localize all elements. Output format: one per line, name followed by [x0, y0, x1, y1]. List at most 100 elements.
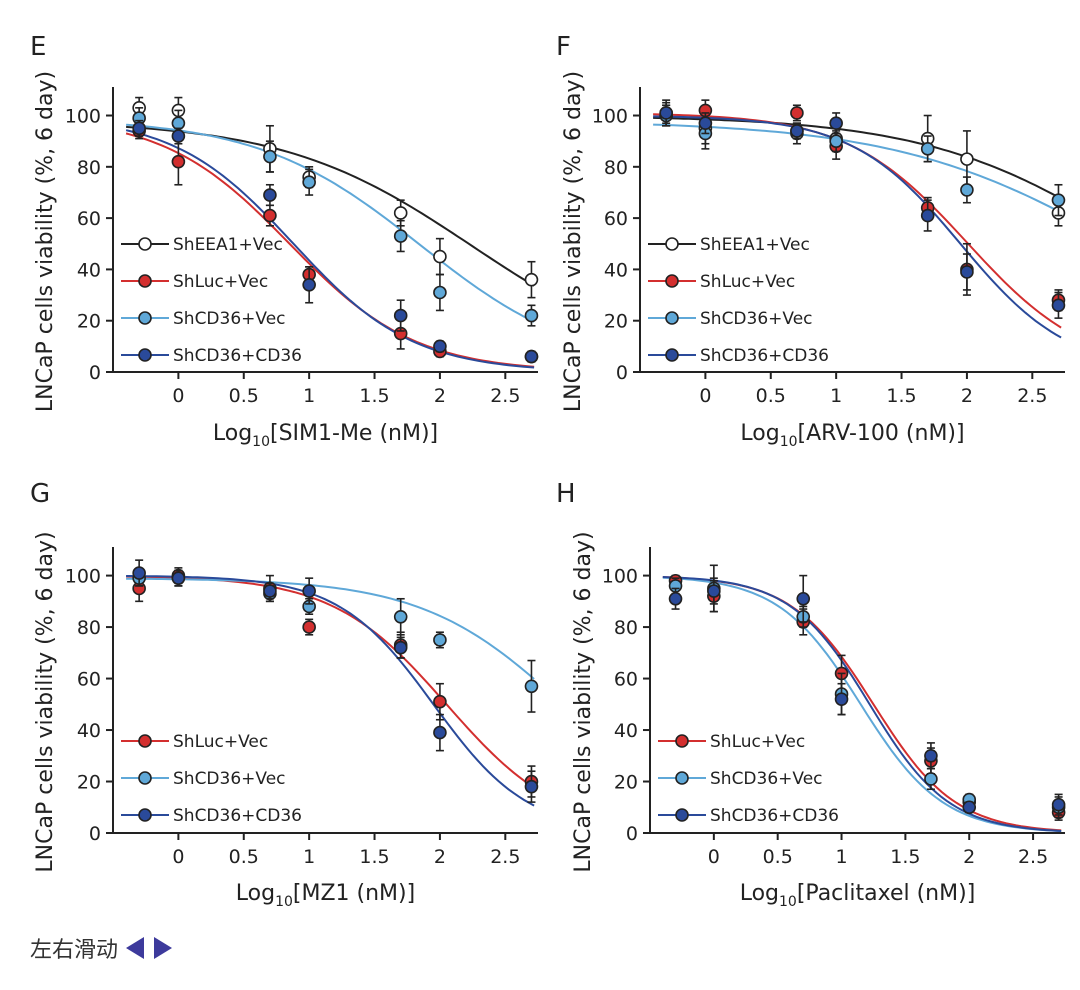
legend-marker — [138, 808, 152, 822]
x-tick-label: 0 — [172, 846, 184, 868]
legend-marker — [138, 237, 152, 251]
y-tick-label: 80 — [77, 157, 101, 179]
data-point-shcd36-cd36 — [834, 692, 849, 706]
y-axis-label: LNCaP cells viability (%, 6 day) — [561, 71, 586, 412]
y-tick-label: 80 — [604, 157, 628, 179]
y-tick-label: 20 — [614, 772, 638, 794]
y-tick-label: 40 — [77, 259, 101, 281]
data-point-shcd36-cd36 — [790, 124, 804, 138]
data-point-shluc-vec — [302, 620, 316, 634]
panel-letter: H — [556, 479, 576, 509]
x-tick-label: 2 — [963, 846, 975, 868]
fit-curve-shcd36-cd36 — [126, 575, 535, 807]
data-point-shcd36-cd36 — [171, 129, 186, 143]
data-point-shcd36-cd36 — [393, 308, 408, 323]
data-point-shcd36-vec — [524, 679, 539, 694]
legend-label: ShCD36+CD36 — [700, 346, 829, 366]
x-axis-label-rest: [SIM1-Me (nM)] — [270, 421, 438, 446]
x-tick-label: 2.5 — [1017, 385, 1047, 407]
y-tick-label: 80 — [77, 617, 101, 639]
triangle-right-icon[interactable] — [152, 935, 174, 961]
x-tick-label: 1.5 — [890, 846, 920, 868]
y-tick-label: 20 — [604, 311, 628, 333]
y-tick-label: 40 — [614, 720, 638, 742]
x-tick-label: 2 — [434, 385, 446, 407]
y-tick-label: 80 — [614, 617, 638, 639]
chart-panel-g: G 0 20 40 60 80 100 0 0.5 1 1.5 2 2.5 LNCaP cells via… — [30, 479, 539, 910]
y-tick-label: 0 — [616, 362, 628, 384]
legend-label: ShLuc+Vec — [710, 732, 805, 752]
chart-panel-f: F 0 20 40 60 80 100 0 0.5 1 1.5 2 2.5 LNCaP cells via… — [556, 32, 1066, 450]
x-tick-label: 1 — [830, 385, 842, 407]
x-axis-label-log: Log — [740, 881, 779, 906]
data-point-shcd36-vec — [920, 142, 935, 156]
data-point-sheea1-vec — [433, 249, 447, 264]
legend-marker — [138, 348, 152, 362]
y-tick-label: 60 — [77, 669, 101, 691]
data-point-shcd36-cd36 — [698, 116, 713, 131]
data-point-shcd36-cd36 — [960, 265, 974, 279]
x-tick-label: 0.5 — [763, 846, 793, 868]
y-tick-label: 0 — [626, 823, 638, 845]
data-point-shcd36-cd36 — [920, 208, 935, 223]
data-point-shcd36-vec — [171, 116, 186, 131]
x-axis-label-sub: 10 — [252, 434, 270, 450]
y-tick-label: 100 — [65, 566, 101, 588]
x-axis-label-rest: [MZ1 (nM)] — [293, 881, 415, 906]
legend-label: ShLuc+Vec — [700, 272, 795, 292]
data-point-shcd36-vec — [960, 183, 974, 197]
x-tick-label: 1 — [835, 846, 847, 868]
y-tick-label: 100 — [65, 106, 101, 128]
legend-label: ShCD36+CD36 — [173, 806, 302, 826]
y-tick-label: 100 — [592, 106, 628, 128]
x-tick-label: 1 — [303, 846, 315, 868]
legend-marker — [138, 311, 152, 325]
data-point-shcd36-vec — [302, 175, 316, 190]
x-tick-label: 0.5 — [229, 385, 259, 407]
data-point-shcd36-cd36 — [302, 584, 316, 598]
x-tick-label: 1.5 — [359, 385, 389, 407]
data-point-shcd36-cd36 — [524, 349, 539, 364]
legend-marker — [138, 734, 152, 748]
scroll-hint-bar: 左右滑动 — [30, 930, 174, 966]
x-axis-label: Log10[SIM1-Me (nM)] — [213, 421, 438, 450]
y-tick-label: 60 — [77, 208, 101, 230]
data-point-shcd36-cd36 — [302, 277, 316, 292]
x-axis-label-sub: 10 — [779, 894, 797, 910]
legend-label: ShCD36+Vec — [173, 309, 286, 329]
legend-label: ShLuc+Vec — [173, 732, 268, 752]
data-point-shcd36-vec — [263, 149, 277, 164]
x-tick-label: 0.5 — [229, 846, 259, 868]
x-tick-label: 2 — [961, 385, 973, 407]
data-point-shcd36-cd36 — [668, 591, 683, 606]
chart-panel-h: H 0 20 40 60 80 100 0 0.5 1 1.5 2 2.5 LNCaP cells via… — [556, 479, 1066, 910]
data-point-shcd36-cd36 — [707, 584, 721, 598]
panel-letter: G — [30, 479, 50, 509]
scroll-hint-text: 左右滑动 — [30, 938, 119, 963]
x-tick-label: 2.5 — [490, 385, 520, 407]
data-point-shcd36-vec — [829, 134, 843, 148]
data-point-shcd36-vec — [393, 609, 408, 624]
y-tick-label: 0 — [89, 823, 101, 845]
panel-letter: E — [30, 32, 46, 62]
fit-curve-sheea1-vec — [653, 116, 1062, 200]
data-point-shcd36-cd36 — [132, 121, 146, 136]
data-point-shluc-vec — [790, 106, 804, 120]
triangle-left-icon[interactable] — [124, 935, 146, 961]
y-tick-label: 40 — [604, 259, 628, 281]
y-axis-label: LNCaP cells viability (%, 6 day) — [33, 71, 58, 412]
legend-label: ShCD36+Vec — [700, 309, 813, 329]
fit-curve-shcd36-vec — [126, 123, 535, 323]
x-axis-label: Log10[ARV-100 (nM)] — [740, 421, 964, 450]
fit-curve-shcd36-cd36 — [125, 129, 535, 369]
legend-marker — [138, 274, 152, 288]
data-point-sheea1-vec — [393, 206, 408, 220]
data-point-shcd36-vec — [433, 285, 447, 300]
legend-marker — [665, 311, 679, 325]
fit-curve-shcd36-vec — [662, 576, 1062, 833]
data-point-shcd36-vec — [433, 633, 447, 647]
data-point-shcd36-vec — [393, 229, 408, 243]
data-point-shluc-vec — [171, 154, 186, 169]
legend-marker — [665, 274, 679, 288]
